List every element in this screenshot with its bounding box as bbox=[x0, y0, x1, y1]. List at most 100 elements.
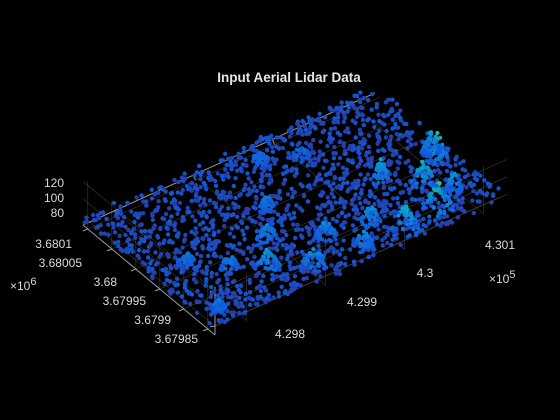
lidar-point bbox=[198, 253, 204, 259]
lidar-point bbox=[266, 209, 270, 214]
lidar-point bbox=[118, 204, 123, 209]
lidar-point bbox=[359, 131, 364, 136]
lidar-point bbox=[369, 192, 374, 197]
lidar-point bbox=[204, 306, 209, 311]
lidar-point bbox=[279, 255, 284, 260]
lidar-point bbox=[233, 159, 238, 164]
lidar-point bbox=[311, 137, 316, 143]
lidar-point bbox=[237, 295, 242, 301]
lidar-point bbox=[236, 265, 241, 270]
lidar-point bbox=[400, 227, 405, 232]
lidar-point bbox=[243, 291, 248, 296]
lidar-point bbox=[384, 98, 390, 104]
lidar-point bbox=[291, 150, 296, 155]
lidar-point bbox=[98, 223, 103, 228]
lidar-point bbox=[277, 190, 282, 195]
lidar-point bbox=[248, 261, 254, 266]
y-tick-mark bbox=[130, 268, 136, 272]
lidar-point bbox=[491, 192, 496, 197]
lidar-point bbox=[409, 217, 414, 222]
lidar-point bbox=[253, 194, 259, 199]
lidar-point bbox=[345, 126, 350, 131]
lidar-point bbox=[305, 199, 311, 204]
lidar-point bbox=[432, 183, 437, 188]
lidar-point bbox=[375, 162, 380, 167]
lidar-point bbox=[353, 120, 358, 126]
lidar-point bbox=[311, 247, 316, 252]
lidar-point bbox=[149, 274, 155, 279]
lidar-point bbox=[366, 234, 371, 239]
lidar-point bbox=[407, 190, 412, 196]
lidar-point bbox=[339, 247, 345, 252]
lidar-point bbox=[414, 185, 419, 190]
lidar-point bbox=[360, 146, 365, 151]
lidar-point bbox=[292, 173, 298, 178]
lidar-point bbox=[300, 184, 305, 189]
lidar-point bbox=[224, 243, 230, 248]
lidar-point bbox=[270, 246, 275, 251]
lidar-point bbox=[231, 234, 237, 240]
lidar-point bbox=[253, 200, 258, 206]
lidar-point bbox=[165, 232, 171, 237]
lidar-point bbox=[298, 283, 303, 288]
lidar-point bbox=[328, 171, 333, 176]
lidar-point bbox=[258, 294, 263, 300]
lidar-point bbox=[455, 181, 459, 186]
lidar-point bbox=[203, 183, 208, 188]
lidar-point bbox=[104, 216, 109, 222]
x-axis-multiplier: ×105 bbox=[489, 269, 515, 286]
lidar-point bbox=[420, 201, 426, 206]
lidar-point bbox=[279, 276, 284, 282]
lidar-point bbox=[422, 231, 428, 236]
lidar-point bbox=[428, 154, 432, 159]
lidar-point bbox=[173, 250, 178, 255]
lidar-point bbox=[315, 205, 320, 210]
lidar-point bbox=[183, 232, 188, 238]
lidar-point bbox=[334, 241, 339, 247]
lidar-point bbox=[303, 261, 308, 265]
lidar-point bbox=[420, 197, 425, 202]
lidar-point bbox=[303, 140, 309, 146]
lidar-point bbox=[179, 270, 184, 275]
lidar-point bbox=[435, 222, 440, 227]
lidar-point bbox=[259, 200, 264, 205]
lidar-point bbox=[227, 163, 233, 168]
lidar-point bbox=[216, 307, 221, 312]
lidar-point bbox=[352, 106, 358, 111]
lidar-point bbox=[267, 203, 272, 207]
lidar-point bbox=[219, 290, 224, 295]
lidar-point bbox=[264, 172, 269, 178]
lidar-point bbox=[175, 211, 180, 216]
lidar-point bbox=[209, 274, 214, 279]
lidar-point bbox=[231, 243, 236, 248]
lidar-point bbox=[343, 262, 348, 267]
lidar-point bbox=[281, 171, 286, 177]
lidar-point bbox=[229, 166, 234, 172]
lidar-point bbox=[204, 300, 209, 305]
lidar-point bbox=[261, 254, 266, 259]
lidar-point bbox=[376, 180, 381, 185]
lidar-point bbox=[357, 97, 362, 102]
lidar-point bbox=[364, 153, 369, 158]
lidar-point bbox=[474, 177, 480, 183]
lidar-point bbox=[222, 190, 227, 195]
lidar-point bbox=[266, 252, 271, 257]
lidar-point bbox=[268, 178, 273, 183]
lidar-point bbox=[420, 174, 425, 179]
lidar-point bbox=[199, 269, 205, 274]
lidar-point bbox=[301, 157, 305, 162]
lidar-point bbox=[335, 115, 341, 120]
lidar-point bbox=[413, 197, 418, 203]
point-cloud bbox=[82, 90, 501, 326]
lidar-point bbox=[241, 264, 246, 269]
lidar-point bbox=[366, 242, 371, 247]
lidar-point bbox=[132, 219, 137, 225]
lidar-point bbox=[112, 230, 118, 235]
lidar-point bbox=[357, 155, 362, 160]
lidar-point bbox=[441, 215, 446, 220]
lidar-point bbox=[417, 218, 422, 223]
lidar-point bbox=[198, 176, 203, 182]
lidar-point bbox=[263, 160, 268, 165]
lidar-point bbox=[357, 127, 363, 133]
lidar-point bbox=[319, 121, 324, 126]
